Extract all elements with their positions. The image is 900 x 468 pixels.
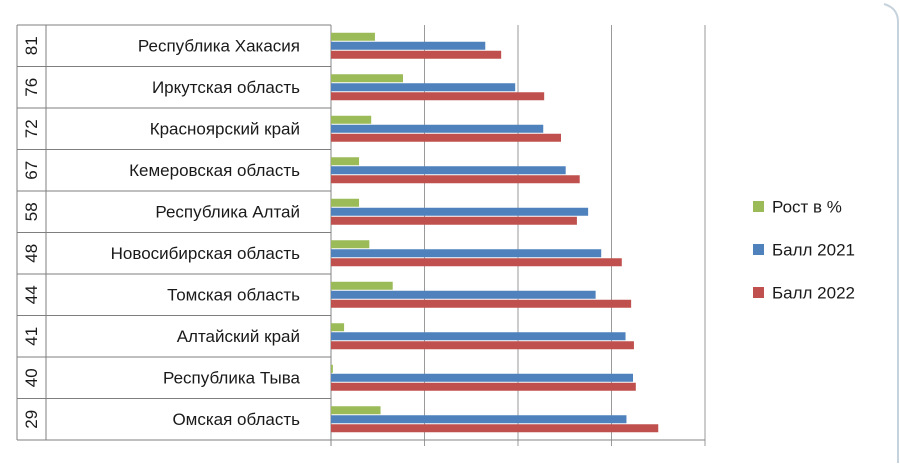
category-label: Новосибирская область (111, 244, 300, 263)
bar (331, 258, 622, 267)
category-rank: 29 (22, 410, 41, 429)
category-label: Кемеровская область (129, 161, 300, 180)
bar (331, 341, 634, 350)
category-label: Алтайский край (177, 327, 300, 346)
bar (331, 290, 596, 299)
bars-layer (331, 32, 659, 433)
bar (331, 415, 627, 424)
legend-label: Балл 2021 (772, 241, 855, 260)
legend-label: Рост в % (772, 198, 842, 217)
bar (331, 281, 393, 290)
bar (331, 216, 577, 225)
category-table: 81 Республика Хакасия 76 Иркутская область 7… (16, 24, 331, 441)
bar (331, 92, 545, 101)
bar (331, 240, 370, 249)
legend-label: Балл 2022 (772, 284, 855, 303)
category-label: Омская область (172, 410, 300, 429)
bar (331, 382, 636, 391)
bar (331, 364, 333, 373)
bar (331, 74, 403, 83)
bar (331, 207, 589, 216)
legend: Рост в % Балл 2021 Балл 2022 (753, 198, 855, 303)
category-label: Томская область (167, 285, 300, 304)
bar (331, 124, 544, 133)
category-rank: 58 (22, 202, 41, 221)
category-label: Республика Алтай (155, 202, 300, 221)
bar (331, 157, 360, 166)
bar (331, 50, 502, 59)
bar (331, 133, 562, 142)
category-rank: 67 (22, 161, 41, 180)
bar (331, 198, 360, 207)
legend-swatch (753, 201, 764, 212)
bar (331, 115, 372, 124)
bar (331, 373, 634, 382)
bar (331, 175, 580, 184)
bar (331, 424, 659, 433)
category-label: Иркутская область (152, 78, 300, 97)
category-rank: 81 (22, 36, 41, 55)
bar (331, 406, 381, 415)
legend-swatch (753, 244, 764, 255)
bar (331, 32, 375, 41)
category-rank: 40 (22, 368, 41, 387)
legend-swatch (753, 287, 764, 298)
category-rank: 76 (22, 78, 41, 97)
category-label: Республика Тыва (163, 368, 301, 387)
bar (331, 41, 486, 50)
category-rank: 48 (22, 244, 41, 263)
bar (331, 83, 516, 92)
bar (331, 299, 632, 308)
category-label: Республика Хакасия (138, 36, 300, 55)
category-rank: 41 (22, 327, 41, 346)
category-label: Красноярский край (150, 119, 300, 138)
chart-frame-edge (883, 3, 899, 463)
category-rank: 72 (22, 119, 41, 138)
bar (331, 249, 602, 258)
bar (331, 166, 566, 175)
bar (331, 323, 345, 332)
bar (331, 332, 626, 341)
category-rank: 44 (22, 285, 41, 304)
